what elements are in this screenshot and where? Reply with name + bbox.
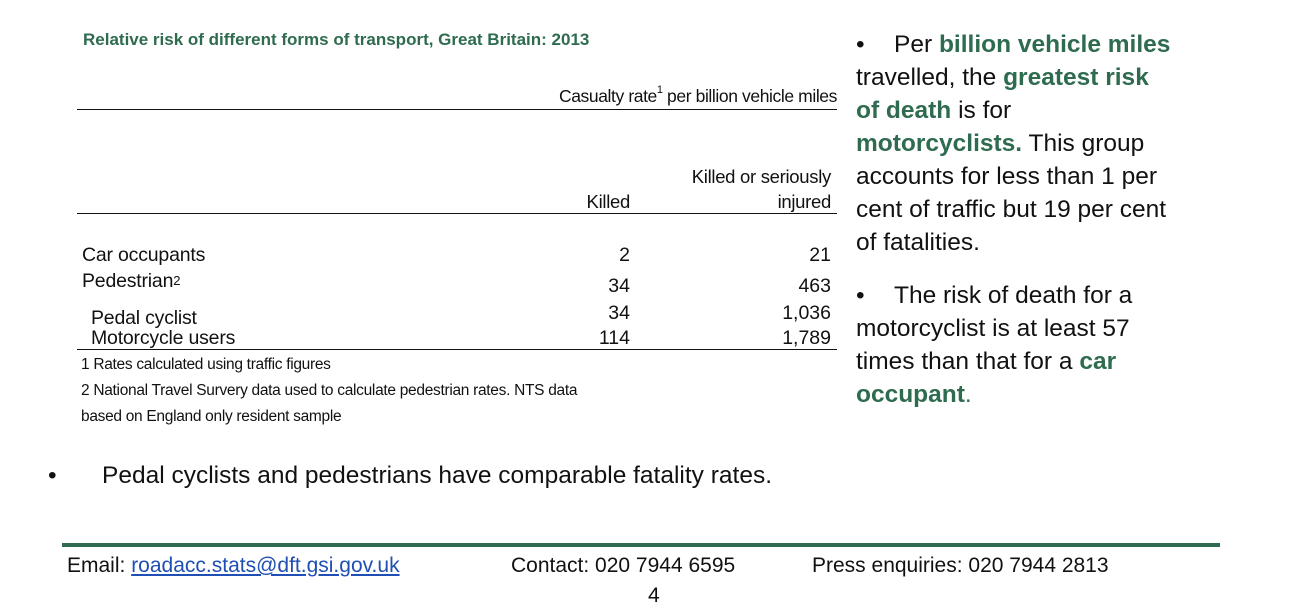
table-rule-top (77, 109, 837, 110)
bullet-text: is for (951, 97, 1012, 124)
key-findings: • Per billion vehicle miles travelled, th… (856, 28, 1176, 411)
casualty-rate-header: Casualty rate1 per billion vehicle miles (440, 84, 837, 107)
row-label-pedestrian: Pedestrian2 (82, 270, 180, 293)
bullet-motorcyclists-risk: • Per billion vehicle miles travelled, th… (856, 28, 1176, 259)
table-rule-bottom (77, 349, 837, 350)
column-header-ksi-line1: Killed or seriously (691, 166, 832, 187)
row-label-pedal-cyclist: Pedal cyclist (91, 307, 197, 329)
bullet-text: Pedal cyclists and pedestrians have comp… (102, 462, 773, 489)
row-killed-pedal-cyclist: 34 (608, 302, 630, 324)
bullet-text-period: . (964, 381, 972, 408)
table-rule-header (77, 213, 837, 214)
email-link[interactable]: roadacc.stats@dft.gsi.gov.uk (131, 554, 400, 577)
row-ksi-car-occupants: 21 (809, 244, 831, 266)
footnote-1: 1 Rates calculated using traffic figures (81, 356, 331, 373)
page-number: 4 (648, 584, 660, 607)
bullet-text: The risk of death for a motorcyclist is … (856, 282, 1133, 375)
row-killed-car-occupants: 2 (619, 244, 630, 266)
column-header-killed: Killed (586, 191, 631, 212)
footer-press-enquiries: Press enquiries: 020 7944 2813 (812, 554, 1109, 577)
bullet-dot-icon: • (856, 282, 865, 309)
row-ksi-motorcycle-users: 1,789 (782, 327, 831, 349)
emphasis-motorcyclists: motorcyclists. (856, 130, 1023, 157)
column-header-ksi-line2: injured (777, 191, 832, 212)
emphasis-billion-vehicle-miles: billion vehicle miles (938, 31, 1171, 58)
row-ksi-pedal-cyclist: 1,036 (782, 302, 831, 324)
emphasis-greatest-risk: greatest risk of death (856, 64, 1149, 124)
bullet-dot-icon: • (856, 31, 865, 58)
bullet-dot-icon: • (48, 462, 57, 489)
footer-divider (62, 543, 1220, 547)
footer-contact: Contact: 020 7944 6595 (511, 554, 736, 577)
emphasis-car-occupant: car occupant (856, 348, 1117, 408)
row-ksi-pedestrian: 463 (798, 275, 831, 297)
row-killed-pedestrian: 34 (608, 275, 630, 297)
bullet-motorcyclist-vs-car: • The risk of death for a motorcyclist is… (856, 279, 1176, 411)
casualty-header-text: Casualty rate (558, 86, 657, 106)
row-label-pedestrian-text: Pedestrian (82, 270, 174, 292)
footnote-2-continued: based on England only resident sample (81, 408, 342, 425)
casualty-header-text-rest: per billion vehicle miles (662, 86, 837, 106)
bullet-text: This group accounts for less than 1 per … (856, 130, 1167, 256)
row-label-pedestrian-footnote-mark: 2 (173, 273, 181, 288)
row-label-car-occupants: Car occupants (82, 244, 206, 266)
bullet-text: Per (894, 31, 939, 58)
footer-email-label: Email: (67, 554, 132, 577)
footer-email: Email: roadacc.stats@dft.gsi.gov.uk (67, 554, 400, 578)
table-title: Relative risk of different forms of tran… (83, 30, 590, 49)
row-killed-motorcycle-users: 114 (598, 327, 630, 349)
bullet-text: travelled, the (856, 64, 1004, 91)
row-label-motorcycle-users: Motorcycle users (91, 327, 236, 349)
footnote-2: 2 National Travel Survery data used to c… (81, 382, 578, 399)
casualty-header-footnote-mark: 1 (656, 84, 663, 97)
